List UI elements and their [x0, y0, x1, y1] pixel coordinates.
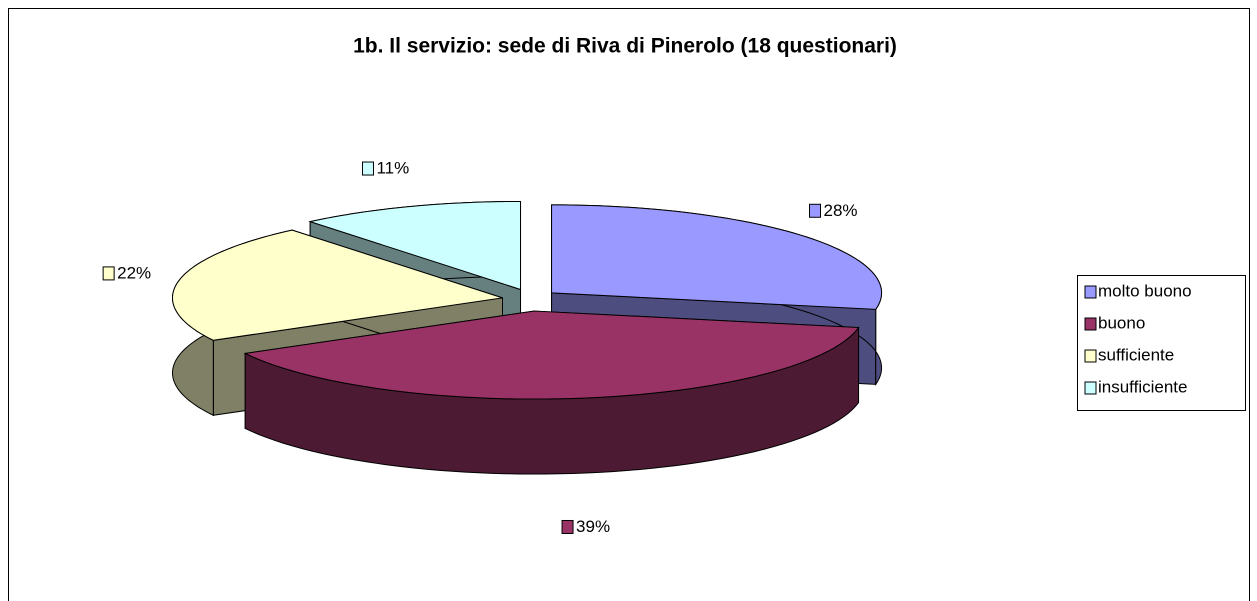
- chart-title: 1b. Il servizio: sede di Riva di Pinerol…: [353, 35, 897, 58]
- legend-label: buono: [1098, 313, 1145, 332]
- legend-swatch: [1084, 381, 1097, 395]
- legend-box: [1077, 275, 1246, 411]
- pie-slice: [551, 204, 883, 310]
- legend-swatch: [1084, 317, 1097, 331]
- pie-slice: [243, 310, 860, 400]
- data-label: 22%: [117, 263, 151, 282]
- legend-label: molto buono: [1098, 281, 1192, 300]
- legend-swatch: [1084, 349, 1097, 363]
- pie-slice: [308, 200, 522, 291]
- data-label: 11%: [376, 159, 409, 178]
- data-label: 28%: [824, 201, 858, 220]
- pie-slice: [171, 229, 503, 341]
- data-label: 39%: [576, 517, 610, 536]
- data-label-key: [102, 266, 115, 281]
- legend-label: sufficiente: [1098, 345, 1174, 364]
- data-label-key: [561, 519, 574, 534]
- legend-label: insufficiente: [1098, 377, 1187, 396]
- data-label-key: [361, 161, 374, 176]
- data-label-key: [809, 203, 822, 218]
- legend-swatch: [1084, 285, 1097, 299]
